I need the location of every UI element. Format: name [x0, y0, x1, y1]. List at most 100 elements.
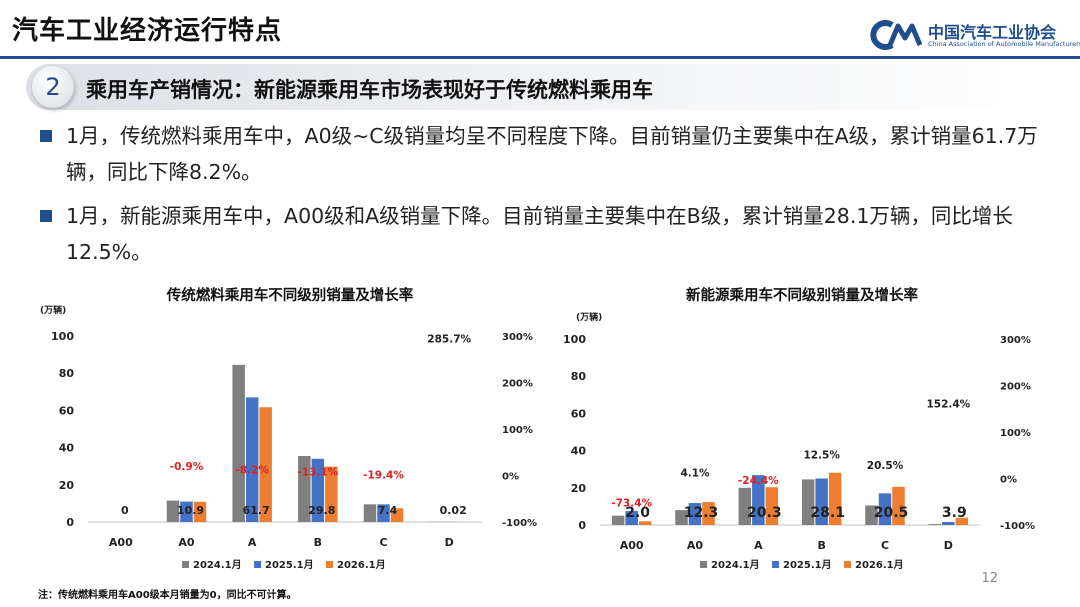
page-number: 12	[981, 571, 998, 586]
x-tick-label: C	[881, 539, 889, 552]
chart-traditional-fuel: 传统燃料乘用车不同级别销量及增长率 (万辆) 0 20 40 60 80 100 -100% 0%…	[40, 286, 537, 571]
bar-A0-2024.1月	[675, 510, 688, 525]
data-label: 20.3	[747, 505, 782, 521]
bar-B-2024.1月	[298, 455, 311, 522]
bar-A0-2026.1月	[702, 502, 715, 525]
legend-swatch	[254, 561, 261, 568]
bar-C-2024.1月	[363, 504, 377, 522]
bullet-square-icon	[40, 130, 52, 142]
y-tick-label: 20	[59, 479, 75, 492]
legend-swatch	[326, 561, 333, 568]
bar-A00-2026.1月	[638, 521, 652, 525]
y-tick-label: 100	[563, 333, 586, 346]
bar-B-2025.1月	[815, 478, 828, 525]
caam-logo-icon	[870, 20, 922, 50]
bullet-text: 1月，传统燃料乘用车中，A0级~C级销量均呈不同程度下降。目前销量仍主要集中在A…	[66, 124, 1038, 184]
chart-title: 传统燃料乘用车不同级别销量及增长率	[166, 286, 414, 304]
legend-label: 2026.1月	[855, 559, 904, 571]
growth-label: -19.4%	[363, 470, 404, 482]
bar-A-2024.1月	[738, 487, 752, 525]
y2-tick-label: -100%	[1000, 521, 1035, 532]
bar-D-2024.1月	[928, 524, 942, 525]
y-tick-label: 60	[59, 404, 75, 417]
bullet-item: 1月，新能源乘用车中，A00级和A级销量下降。目前销量主要集中在B级，累计销量2…	[40, 198, 1050, 270]
growth-label: 20.5%	[867, 460, 904, 472]
data-label: 28.1	[810, 505, 845, 521]
bullet-item: 1月，传统燃料乘用车中，A0级~C级销量均呈不同程度下降。目前销量仍主要集中在A…	[40, 118, 1050, 190]
growth-label: -73.4%	[611, 498, 652, 510]
bar-C-2026.1月	[892, 486, 905, 525]
legend-swatch	[844, 561, 851, 568]
data-label: 0.02	[440, 504, 467, 517]
y-tick-label: 100	[51, 330, 74, 343]
section-number: 2	[32, 66, 74, 108]
y-tick-label: 0	[578, 519, 586, 532]
y2-tick-label: 300%	[502, 332, 533, 343]
bar-C-2025.1月	[377, 504, 390, 522]
x-tick-label: C	[379, 536, 387, 549]
data-label: 3.9	[942, 505, 967, 521]
page-title: 汽车工业经济运行特点	[12, 16, 283, 46]
x-tick-label: A	[248, 536, 257, 549]
x-tick-label: A0	[178, 536, 195, 549]
y-tick-label: 20	[571, 482, 587, 495]
bar-A00-2024.1月	[611, 515, 625, 525]
x-tick-label: A00	[620, 539, 644, 552]
x-tick-label: B	[817, 539, 825, 552]
data-label: 10.9	[177, 504, 204, 517]
bar-B-2026.1月	[828, 472, 842, 525]
x-tick-label: D	[944, 539, 953, 552]
logo-name-en: China Association of Automobile Manufact…	[928, 40, 1080, 48]
bar-A-2025.1月	[752, 475, 765, 525]
legend-label: 2026.1月	[337, 559, 386, 571]
bar-A0-2026.1月	[193, 501, 207, 522]
legend-swatch	[772, 561, 779, 568]
x-tick-label: A0	[687, 539, 704, 552]
y-tick-label: 40	[59, 442, 75, 455]
y2-tick-label: 100%	[502, 425, 533, 436]
bar-D-2026.1月	[955, 517, 969, 525]
growth-label: 4.1%	[680, 468, 710, 480]
bar-A0-2025.1月	[180, 501, 193, 522]
section-title: 乘用车产销情况：新能源乘用车市场表现好于传统燃料乘用车	[86, 78, 653, 102]
chart-title: 新能源乘用车不同级别销量及增长率	[686, 286, 918, 304]
data-label: 2.0	[625, 505, 650, 521]
growth-label: 12.5%	[803, 450, 840, 462]
bar-A0-2024.1月	[166, 500, 180, 522]
y-tick-label: 60	[571, 407, 587, 420]
y2-tick-label: 200%	[1000, 382, 1031, 393]
growth-label: 152.4%	[926, 399, 970, 411]
legend-swatch	[182, 561, 189, 568]
growth-label: -24.4%	[738, 475, 779, 487]
bullet-text: 1月，新能源乘用车中，A00级和A级销量下降。目前销量主要集中在B级，累计销量2…	[66, 204, 1013, 264]
y-tick-label: 80	[59, 367, 75, 380]
header-rule	[0, 56, 1080, 59]
y-tick-label: 40	[571, 445, 587, 458]
growth-label: 285.7%	[427, 334, 471, 346]
x-tick-label: D	[445, 536, 454, 549]
data-label: 61.7	[243, 504, 270, 517]
chart-new-energy: 新能源乘用车不同级别销量及增长率 (万辆) 0 20 40 60 80 100 -100% 0% 1…	[563, 286, 1035, 571]
data-label: 20.5	[874, 505, 909, 521]
growth-label: -0.9%	[170, 461, 204, 473]
bar-D-2025.1月	[942, 522, 955, 525]
y-axis-unit: (万辆)	[576, 311, 602, 323]
bar-A-2025.1月	[245, 397, 259, 522]
bar-B-2025.1月	[311, 458, 325, 522]
data-label: 29.8	[308, 504, 335, 517]
bar-C-2024.1月	[865, 505, 878, 525]
legend-label: 2024.1月	[711, 559, 760, 571]
bar-A00-2025.1月	[625, 511, 638, 525]
growth-label: -8.2%	[235, 464, 269, 476]
y2-tick-label: 200%	[502, 379, 533, 390]
bar-C-2025.1月	[878, 493, 892, 525]
logo-name-cn: 中国汽车工业协会	[928, 23, 1057, 42]
y2-tick-label: -100%	[502, 518, 537, 529]
bar-A-2026.1月	[259, 407, 272, 522]
y-tick-label: 0	[66, 516, 74, 529]
bar-A-2024.1月	[232, 364, 245, 522]
y-axis-unit: (万辆)	[40, 304, 66, 316]
legend-label: 2024.1月	[193, 559, 242, 571]
data-label: 12.3	[684, 505, 719, 521]
bar-C-2026.1月	[390, 508, 404, 522]
